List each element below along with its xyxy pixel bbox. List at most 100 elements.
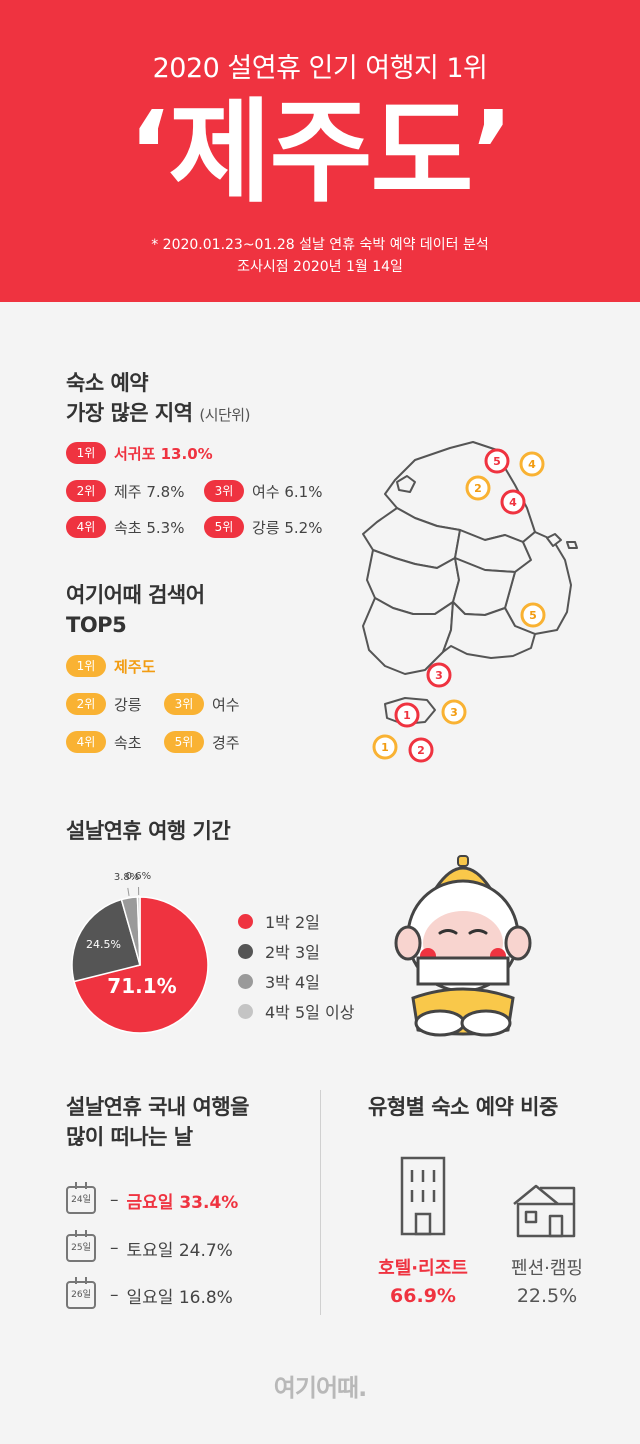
search-heading: 여기어때 검색어 TOP5 [66,580,205,640]
rank-text: 속초 5.3% [114,518,185,537]
day-text: 일요일 16.8% [126,1287,233,1308]
mascot-left-ear [394,925,422,961]
booking-rank-3: 3위 여수 6.1% [204,480,322,502]
map-marker-label: 5 [529,609,537,622]
rank-text: 경주 [212,733,240,752]
day-text: 금요일 33.4% [126,1192,239,1213]
day-dash: – [110,1238,119,1258]
duration-legend: 1박 2일 2박 3일 3박 4일 4박 5일 이상 [238,906,354,1026]
mascot-right-ear [504,925,532,961]
map-marker-red-4: 4 [500,489,526,515]
pension-percent: 22.5% [516,1285,578,1307]
day-text: 토요일 24.7% [126,1240,233,1261]
map-marker-yellow-2: 2 [465,475,491,501]
search-heading-line1: 여기어때 검색어 [66,583,205,607]
rank-badge: 2위 [66,480,106,502]
map-marker-label: 4 [509,496,517,509]
pie-slice-4 [136,896,141,966]
korea-map: 1 2 3 4 5 1 2 3 4 5 [362,441,578,763]
pie-label-2: 24.5% [86,938,121,951]
hero-banner: 2020 설연휴 인기 여행지 1위 ‘제주도’ * 2020.01.23~01… [0,0,640,302]
accommodation-heading: 유형별 숙소 예약 비중 [368,1095,558,1119]
rank-badge: 5위 [164,731,204,753]
legend-item-3: 3박 4일 [238,966,354,996]
day-row-fri: 24일 – 금요일 33.4% [66,1182,239,1214]
rank-badge: 1위 [66,442,106,464]
legend-item-1: 1박 2일 [238,906,354,936]
rank-text: 여수 6.1% [252,482,323,501]
pie-slice-1 [73,896,209,1034]
rank-badge: 4위 [66,516,106,538]
legend-label: 4박 5일 이상 [265,1003,355,1022]
pie-leader-line [127,887,130,896]
booking-heading: 숙소 예약 가장 많은 지역 (시단위) [66,368,250,430]
pension-house-icon [513,1184,576,1238]
booking-rank-1: 1위 서귀포 13.0% [66,442,213,464]
rank-badge: 2위 [66,693,106,715]
legend-item-4: 4박 5일 이상 [238,996,354,1026]
section-divider [320,1090,321,1315]
map-marker-label: 1 [381,741,389,754]
map-region-seoul [396,475,416,493]
map-marker-red-3: 3 [426,662,452,688]
duration-heading: 설날연휴 여행 기간 [66,819,231,843]
rank-text: 강릉 5.2% [252,518,323,537]
map-region-ulleung [546,533,562,547]
hero-subtitle: 2020 설연휴 인기 여행지 1위 [152,53,488,84]
rank-badge: 4위 [66,731,106,753]
legend-swatch [238,973,253,989]
rank-text: 강릉 [114,695,142,714]
hotel-resort-stat: 호텔·리조트 66.9% [368,1256,478,1310]
map-marker-label: 3 [435,669,443,682]
days-heading-line2: 많이 떠나는 날 [66,1125,193,1149]
map-marker-red-1: 1 [394,702,420,728]
booking-heading-line2: 가장 많은 지역 [66,401,193,425]
legend-label: 2박 3일 [265,943,320,962]
days-heading-line1: 설날연휴 국내 여행을 [66,1095,250,1119]
map-marker-label: 1 [403,709,411,722]
search-rank-1: 1위 제주도 [66,655,155,677]
map-marker-label: 3 [450,706,458,719]
map-marker-yellow-1: 1 [372,734,398,760]
rank-badge: 1위 [66,655,106,677]
day-dash: – [110,1190,119,1210]
map-region-gyeongnam [442,601,536,659]
duration-pie-chart: 71.1% 24.5% 3.8%0.6% [71,871,209,1034]
rank-text: 속초 [114,733,142,752]
booking-rank-5: 5위 강릉 5.2% [204,516,322,538]
rank-text: 제주 7.8% [114,482,185,501]
map-region-dokdo [566,541,578,549]
legend-label: 3박 4일 [265,973,320,992]
booking-rank-4: 4위 속초 5.3% [66,516,184,538]
mascot-hat-top [457,855,469,867]
hotel-label: 호텔·리조트 [378,1258,468,1279]
hero-note-line2: 조사시점 2020년 1월 14일 [237,259,403,275]
rank-badge: 5위 [204,516,244,538]
calendar-icon: 24일 [66,1182,96,1214]
hotel-percent: 66.9% [390,1285,456,1307]
search-rank-3: 3위 여수 [164,693,240,715]
search-rank-4: 4위 속초 [66,731,142,753]
day-dash: – [110,1285,119,1305]
map-marker-label: 2 [474,482,482,495]
hero-title: ‘제주도’ [127,88,514,218]
day-row-sat: 25일 – 토요일 24.7% [66,1230,233,1262]
pension-camping-stat: 펜션·캠핑 22.5% [492,1256,602,1310]
legend-swatch [238,1003,253,1019]
mascot-book [416,956,510,986]
rank-text: 제주도 [114,657,156,676]
legend-swatch [238,943,253,959]
hotel-icon [400,1156,446,1236]
map-marker-yellow-5: 5 [520,602,546,628]
mascot-right-foot [460,1009,512,1037]
booking-rank-2: 2위 제주 7.8% [66,480,184,502]
search-rank-5: 5위 경주 [164,731,240,753]
rank-text: 여수 [212,695,240,714]
pie-slice-2 [71,898,141,983]
rank-badge: 3위 [204,480,244,502]
legend-swatch [238,913,253,929]
booking-heading-unit: (시단위) [199,406,250,424]
brand-logo: 여기어때. [273,1374,367,1402]
search-rank-2: 2위 강릉 [66,693,142,715]
hero-note: * 2020.01.23~01.28 설날 연휴 숙박 예약 데이터 분석 조사… [0,234,640,278]
